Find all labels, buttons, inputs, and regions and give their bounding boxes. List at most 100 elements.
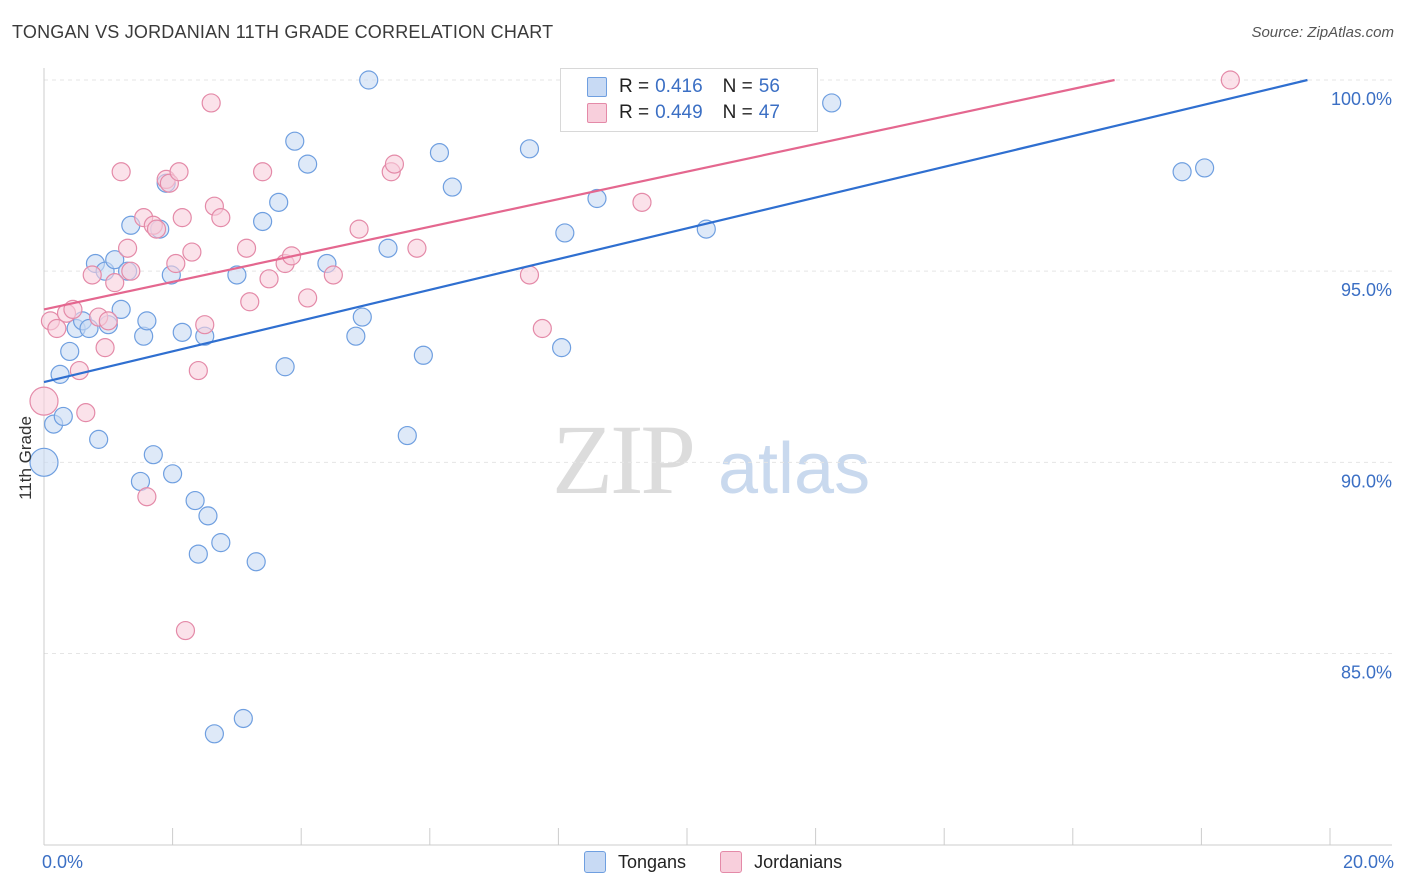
r-value: 0.449 xyxy=(655,102,703,123)
tongans-point xyxy=(105,250,125,270)
tongans-point xyxy=(1172,162,1192,182)
watermark-zip: ZIP xyxy=(552,404,696,515)
tongans-point xyxy=(285,131,305,151)
jordanians-point xyxy=(76,403,96,423)
tongans-point xyxy=(188,544,208,564)
tongans-point xyxy=(227,265,247,285)
watermark-atlas: atlas xyxy=(718,429,871,509)
jordanians-point xyxy=(182,242,202,262)
jordanians-point xyxy=(105,273,125,293)
legend-item-tongans[interactable]: Tongans xyxy=(584,851,686,873)
tongans-point xyxy=(53,406,73,427)
jordanians-point xyxy=(253,162,273,182)
tongans-point xyxy=(204,724,224,744)
tongans-point xyxy=(60,341,80,362)
tongans-point xyxy=(111,299,131,319)
series-legend: Tongans Jordanians xyxy=(584,851,876,873)
tongans-point xyxy=(346,326,366,346)
tongans-point xyxy=(163,464,183,484)
tongans-point xyxy=(253,211,273,232)
jordanians-point xyxy=(69,360,89,381)
jordanians-point xyxy=(172,208,192,228)
jordanians-point xyxy=(188,360,208,381)
tongans-point xyxy=(211,533,231,553)
jordanians-point xyxy=(146,219,167,239)
jordanians-point xyxy=(532,318,552,339)
jordanians-point xyxy=(236,238,257,258)
r-label: R = xyxy=(619,102,650,123)
x-tick-label-min: 0.0% xyxy=(42,852,84,872)
tongans-point xyxy=(89,429,109,449)
tongans-swatch xyxy=(587,77,607,97)
jordanians-point xyxy=(519,265,540,285)
jordanians-point xyxy=(169,162,189,182)
jordanians-point xyxy=(175,620,196,641)
tongans-point xyxy=(233,708,253,729)
tongans-point xyxy=(1195,158,1215,178)
tongans-point xyxy=(555,223,575,243)
jordanians-point xyxy=(111,162,131,182)
jordanians-point xyxy=(195,315,215,335)
legend-item-jordanians[interactable]: Jordanians xyxy=(720,851,842,873)
y-tick-label: 100.0% xyxy=(1331,89,1392,109)
jordanians-point xyxy=(121,261,141,281)
tongans-trend-line xyxy=(43,78,1308,384)
tongans-point xyxy=(378,238,398,258)
jordanians-point xyxy=(95,338,115,358)
n-value: 56 xyxy=(758,76,780,97)
jordanians-point xyxy=(298,288,318,308)
y-axis-label: 11th Grade xyxy=(16,416,35,500)
tongans-point xyxy=(198,506,218,526)
tongans-point xyxy=(298,154,318,174)
jordanians-point xyxy=(259,269,279,289)
tongans-point xyxy=(143,445,163,465)
tongans-point xyxy=(519,139,540,159)
tongans-point xyxy=(359,70,379,90)
tongans-point xyxy=(269,192,289,212)
chart-title: TONGAN VS JORDANIAN 11TH GRADE CORRELATI… xyxy=(12,22,554,42)
jordanians-point xyxy=(82,265,102,285)
jordanians-point xyxy=(407,238,427,258)
jordanians-swatch xyxy=(720,851,743,873)
legend-label: Jordanians xyxy=(754,851,843,872)
tongans-point xyxy=(352,307,372,327)
jordanians-point xyxy=(29,386,59,416)
jordanians-point xyxy=(632,192,652,212)
tongans-point xyxy=(29,447,59,477)
tongans-point xyxy=(587,188,607,209)
jordanians-point xyxy=(166,253,186,274)
tongans-point xyxy=(442,177,462,197)
tongans-point xyxy=(275,357,295,377)
jordanians-point xyxy=(384,154,405,174)
tongans-point xyxy=(429,143,450,163)
x-tick-label-max: 20.0% xyxy=(1342,852,1394,872)
jordanians-point xyxy=(349,219,369,239)
y-tick-label: 95.0% xyxy=(1341,280,1392,300)
jordanians-swatch xyxy=(587,103,607,123)
r-label: R = xyxy=(619,76,650,97)
jordanians-point xyxy=(323,265,343,285)
legend-row-tongans: R = 0.416 N = 56 xyxy=(587,74,780,100)
axes xyxy=(43,68,1392,846)
tongans-point xyxy=(185,490,205,511)
legend-label: Tongans xyxy=(618,851,687,872)
tongans-point xyxy=(552,338,572,358)
jordanians-point xyxy=(240,292,260,312)
trend-lines xyxy=(43,78,1308,384)
jordanians-point xyxy=(137,487,157,507)
jordanians-point xyxy=(1220,70,1240,90)
n-label: N = xyxy=(722,76,753,97)
jordanians-point xyxy=(201,93,221,113)
tongans-point xyxy=(397,425,417,446)
jordanians-point xyxy=(98,311,118,331)
y-tick-label: 85.0% xyxy=(1341,663,1392,683)
n-label: N = xyxy=(722,102,753,123)
r-value: 0.416 xyxy=(655,76,703,97)
data-points xyxy=(29,70,1240,744)
tongans-point xyxy=(822,93,842,113)
tongans-point xyxy=(172,322,192,342)
jordanians-point xyxy=(211,208,231,228)
jordanians-trend-line xyxy=(43,78,1115,311)
y-tick-label: 90.0% xyxy=(1341,471,1392,491)
